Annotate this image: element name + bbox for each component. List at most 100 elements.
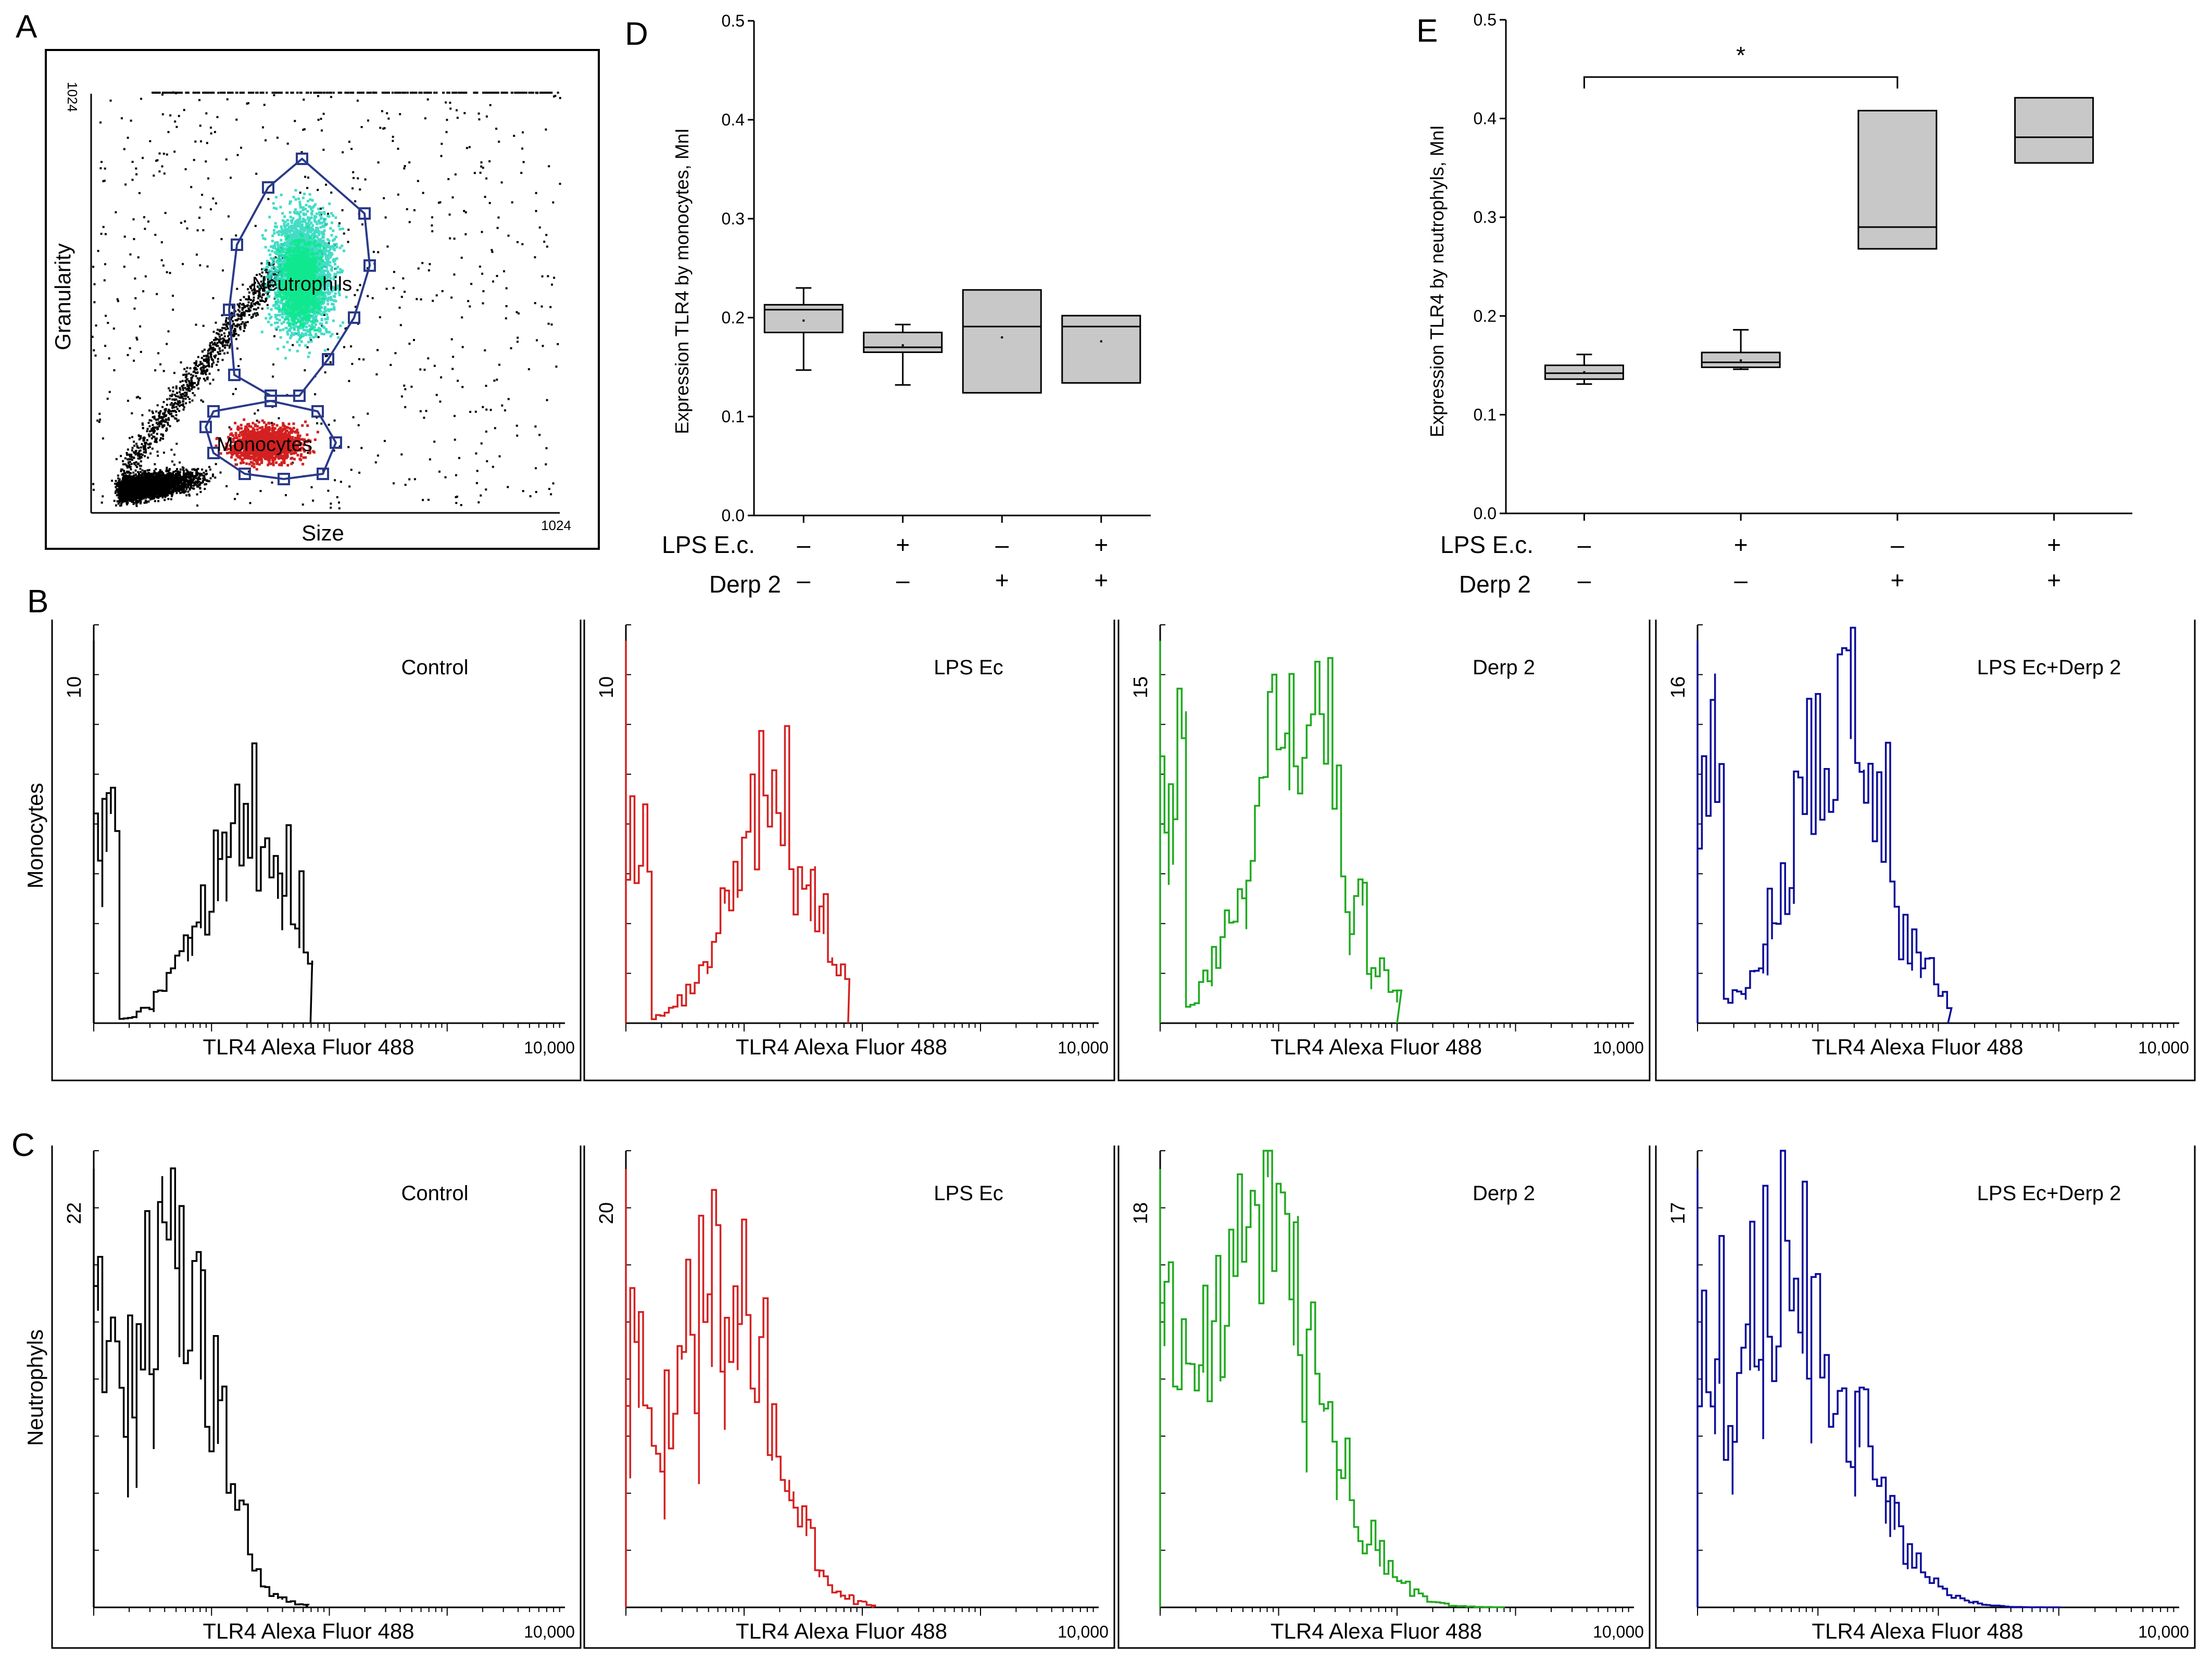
histogram-grid: 10 TLR4 Alexa Fluor 488 10,000 Control 10 TLR… [51,620,2196,1649]
mean-dot [802,319,805,322]
histogram-title: LPS Ec [934,1182,1003,1205]
box [863,332,943,353]
gate-label-monocytes: Monocytes [217,434,312,456]
gate-handle[interactable] [207,447,220,459]
gate-handle[interactable] [322,353,334,366]
gate-handle[interactable] [358,207,371,220]
histogram-panel: 22 TLR4 Alexa Fluor 488 10,000 Control [51,1146,582,1649]
boxplot-e-signs: – – + – – + + + [1578,531,2061,594]
gate-label-neutrophils: Neutrophils [252,273,352,295]
row1-sign: – [995,531,1009,558]
histogram-ymax-label: 10 [64,676,85,698]
gate-handle[interactable] [293,389,306,402]
boxplot-e-ylabel: Expression TLR4 by neutrophyls, MnI [1426,125,1448,437]
gate-handle[interactable] [228,369,241,381]
histogram-panel: 17 TLR4 Alexa Fluor 488 10,000 LPS Ec+Derp … [1655,1146,2196,1649]
row2-sign: – [1734,567,1748,594]
monocyte-events [215,418,319,471]
row1-sign: + [1734,531,1748,558]
significance-bracket [1583,76,1899,89]
row2-sign: + [1890,567,1904,594]
histogram-xlabel: TLR4 Alexa Fluor 488 [736,1035,947,1059]
histogram-xlabel: TLR4 Alexa Fluor 488 [1812,1035,2023,1059]
histogram-xlabel: TLR4 Alexa Fluor 488 [203,1619,414,1643]
histogram-trace [93,640,313,1024]
boxplot-neutrophyls: 0.0 0.1 0.2 0.3 0.4 0.5 * Expression TLR4 by … [1426,10,2132,598]
gate-handle[interactable] [363,259,376,272]
histogram-x-max: 10,000 [1593,1622,1644,1641]
histogram-frame [583,1146,1115,1649]
scatter-events [91,91,561,510]
histogram-trace [1696,1150,2062,1608]
row2-sign: + [995,567,1009,594]
histogram-panel: 15 TLR4 Alexa Fluor 488 10,000 Derp 2 [1117,620,1651,1081]
histogram-trace [625,1169,876,1608]
row2-sign: – [1578,567,1591,594]
boxplot-d-row2-label: Derp 2 [709,571,781,598]
y-tick-label: 0.0 [722,506,745,525]
y-tick-label: 0.2 [1474,307,1497,325]
histogram-x-max: 10,000 [1058,1038,1109,1057]
histogram-x-max: 10,000 [2138,1622,2189,1641]
histogram-frame [51,1146,582,1649]
scatter-panel: Size Granularity 1024 1024 Neutrophils M… [45,49,600,550]
row1-sign: + [896,531,910,558]
scatter-dots [91,91,561,510]
row-label-monocytes: Monocytes [23,783,47,888]
histogram-x-max: 10,000 [524,1622,575,1641]
histogram-frame [1655,1146,2196,1649]
histogram-x-max: 10,000 [524,1038,575,1057]
row1-sign: + [1094,531,1108,558]
histogram-panel: 10 TLR4 Alexa Fluor 488 10,000 LPS Ec [583,620,1115,1081]
histogram-ymax-label: 18 [1130,1202,1152,1224]
neutrophil-gate [228,157,371,397]
boxplot-d-row1-label: LPS E.c. [662,531,755,558]
boxplot-d-boxes [763,287,1141,394]
row1-sign: – [1891,531,1904,558]
histogram-ymax-label: 16 [1667,676,1689,698]
y-tick-label: 0.3 [1474,208,1497,227]
histogram-xlabel: TLR4 Alexa Fluor 488 [1271,1035,1482,1059]
histogram-frame [1117,620,1651,1081]
scatter-xlabel: Size [301,521,344,545]
gate-handle[interactable] [317,468,329,480]
gate-handle[interactable] [262,181,274,194]
gate-handle[interactable] [207,405,220,418]
gate-handle[interactable] [223,304,235,316]
scatter-gates [199,153,376,485]
box [763,304,844,333]
gate-handle[interactable] [296,153,308,165]
histogram-title: LPS Ec+Derp 2 [1977,1182,2121,1205]
row1-sign: + [2047,531,2061,558]
gate-handle[interactable] [265,395,277,407]
panel-letter-e: E [1416,13,1438,49]
y-tick-label: 0.1 [722,407,745,426]
box [1061,314,1141,384]
significance-star: * [1736,42,1745,69]
histogram-trace [93,1167,310,1608]
neutrophil-core-events [275,225,325,339]
gate-handle[interactable] [238,468,251,480]
histogram-xlabel: TLR4 Alexa Fluor 488 [736,1619,947,1643]
boxplot-d-signs: – – + – – + + + [797,531,1108,594]
boxplot-e-row1-label: LPS E.c. [1440,531,1534,558]
histogram-title: Control [401,656,469,679]
gate-handle[interactable] [330,436,342,449]
gate-handle[interactable] [231,238,243,251]
gate-handle[interactable] [278,473,290,485]
scatter-x-max: 1024 [541,518,571,533]
y-tick-label: 0.2 [722,308,745,327]
boxplot-d-axes: 0.0 0.1 0.2 0.3 0.4 0.5 [722,11,1151,525]
gate-handle[interactable] [311,405,324,418]
gate-handle[interactable] [199,421,212,433]
histogram-title: Control [401,1182,469,1205]
box [1701,351,1781,368]
histogram-trace [1159,1150,1505,1608]
histogram-panel: 16 TLR4 Alexa Fluor 488 10,000 LPS Ec+Derp … [1655,620,2196,1081]
gate-handle[interactable] [348,311,360,324]
box [2014,97,2094,164]
mean-dot [1001,336,1003,338]
histogram-xlabel: TLR4 Alexa Fluor 488 [203,1035,414,1059]
y-tick-label: 0.5 [722,11,745,30]
